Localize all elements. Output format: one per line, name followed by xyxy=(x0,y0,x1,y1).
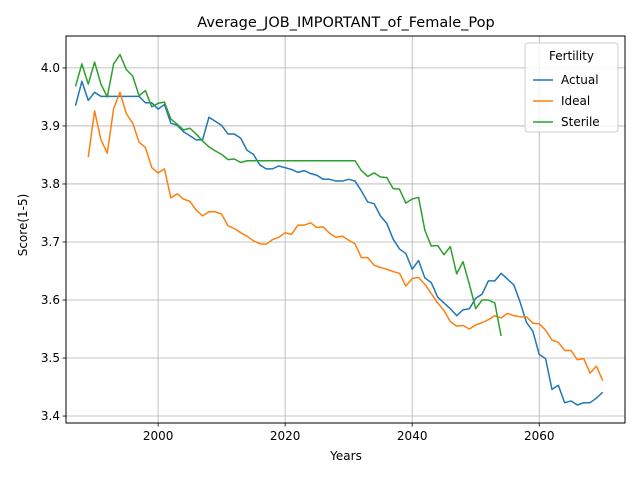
y-tick-label: 3.5 xyxy=(41,351,60,365)
y-axis: 3.4 3.5 3.6 3.7 3.8 3.9 4.0 xyxy=(41,61,66,423)
chart-title: Average_JOB_IMPORTANT_of_Female_Pop xyxy=(197,15,494,31)
x-tick-label: 2000 xyxy=(143,429,174,443)
legend-title: Fertility xyxy=(549,49,594,63)
y-tick-label: 4.0 xyxy=(41,61,60,75)
series-line-ideal xyxy=(87,91,604,381)
series-line-sterile xyxy=(74,53,502,337)
legend-label-ideal: Ideal xyxy=(561,94,590,108)
y-tick-label: 3.4 xyxy=(41,409,60,423)
y-tick-label: 3.6 xyxy=(41,293,60,307)
y-tick-label: 3.8 xyxy=(41,177,60,191)
legend-label-sterile: Sterile xyxy=(561,115,600,129)
x-tick-label: 2040 xyxy=(397,429,428,443)
y-axis-label: Score(1-5) xyxy=(16,194,30,257)
x-tick-label: 2020 xyxy=(270,429,301,443)
x-axis: 2000 2020 2040 2060 xyxy=(143,423,555,443)
series-group xyxy=(74,53,604,406)
plot-frame xyxy=(65,35,626,424)
x-tick-label: 2060 xyxy=(524,429,555,443)
y-tick-label: 3.7 xyxy=(41,235,60,249)
legend: Fertility Actual Ideal Sterile xyxy=(524,42,619,133)
y-tick-label: 3.9 xyxy=(41,119,60,133)
x-axis-label: Years xyxy=(329,449,362,463)
legend-label-actual: Actual xyxy=(561,73,599,87)
legend-box xyxy=(524,42,619,133)
series-line-actual xyxy=(74,80,604,406)
